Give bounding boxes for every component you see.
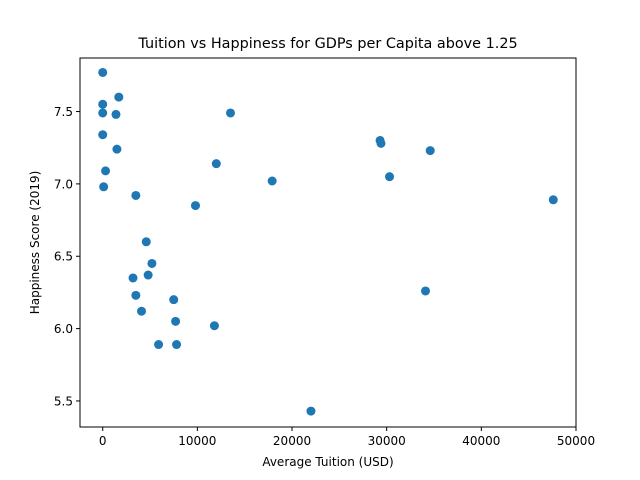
data-point	[147, 258, 157, 268]
data-point	[98, 99, 108, 109]
x-tick-label: 10000	[178, 434, 216, 448]
y-tick-label: 6.5	[54, 250, 73, 264]
x-tick-label: 40000	[462, 434, 500, 448]
data-point	[131, 190, 141, 200]
data-point	[101, 166, 111, 176]
data-point	[385, 172, 395, 182]
data-point	[425, 146, 435, 156]
data-point	[211, 159, 221, 169]
points-layer	[98, 67, 558, 416]
data-point	[114, 92, 124, 102]
y-tick-label: 6.0	[54, 322, 73, 336]
data-point	[98, 130, 108, 140]
data-point	[267, 176, 277, 186]
chart-title: Tuition vs Happiness for GDPs per Capita…	[137, 36, 517, 52]
y-axis-ticks: 5.5 6.0 6.5 7.0 7.5	[54, 105, 80, 408]
data-point	[548, 195, 558, 205]
y-tick-label: 5.5	[54, 394, 73, 408]
data-point	[376, 138, 386, 148]
x-tick-label: 30000	[368, 434, 406, 448]
data-point	[306, 406, 316, 416]
data-point	[190, 201, 200, 211]
data-point	[128, 273, 138, 283]
data-point	[143, 270, 153, 280]
x-tick-label: 20000	[273, 434, 311, 448]
x-axis-label: Average Tuition (USD)	[262, 455, 393, 469]
data-point	[226, 108, 236, 118]
data-point	[98, 108, 108, 118]
data-point	[172, 340, 182, 350]
x-tick-label: 50000	[557, 434, 595, 448]
data-point	[171, 316, 181, 326]
x-axis-ticks: 0 10000 20000 30000 40000 50000	[99, 427, 595, 448]
y-tick-label: 7.0	[54, 177, 73, 191]
data-point	[137, 306, 147, 316]
data-point	[154, 340, 164, 350]
data-point	[209, 321, 219, 331]
y-tick-label: 7.5	[54, 105, 73, 119]
data-point	[131, 290, 141, 300]
x-tick-label: 0	[99, 434, 107, 448]
data-point	[98, 67, 108, 77]
y-axis-label: Happiness Score (2019)	[28, 171, 42, 315]
data-point	[141, 237, 151, 247]
data-point	[99, 182, 109, 192]
plot-frame	[79, 57, 577, 428]
data-point	[112, 144, 122, 154]
data-point	[420, 286, 430, 296]
data-point	[169, 295, 179, 305]
data-point	[111, 109, 121, 119]
